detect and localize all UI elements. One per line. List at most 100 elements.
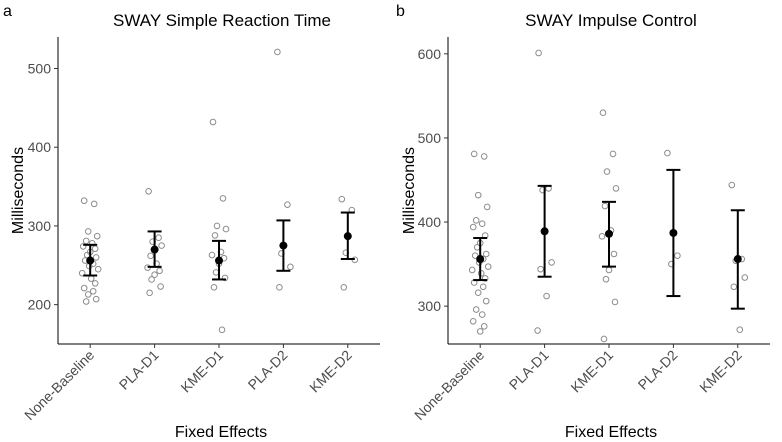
x-tick-label: PLA-D2 bbox=[245, 347, 291, 393]
mean-point bbox=[215, 256, 223, 265]
observation-point bbox=[211, 232, 219, 239]
observation-point bbox=[534, 327, 541, 334]
observation-point bbox=[482, 297, 490, 305]
panel-a: a SWAY Simple Reaction Time 200 300 400 500 No… bbox=[3, 3, 380, 441]
y-tick-label: 400 bbox=[28, 139, 52, 155]
mean-point bbox=[150, 245, 159, 254]
observation-point bbox=[543, 292, 550, 300]
observation-point bbox=[213, 222, 221, 230]
observation-point bbox=[93, 232, 101, 240]
panel-label: b bbox=[396, 3, 405, 20]
observation-point bbox=[600, 335, 608, 343]
observation-point bbox=[155, 234, 162, 242]
observation-point bbox=[469, 223, 477, 231]
mean-point bbox=[343, 232, 352, 241]
observation-point bbox=[599, 109, 607, 116]
observation-point bbox=[473, 243, 481, 251]
observation-point bbox=[470, 150, 478, 158]
observation-point bbox=[469, 317, 477, 325]
observation-point bbox=[476, 328, 484, 335]
observation-point bbox=[598, 233, 606, 240]
mean-point bbox=[279, 241, 288, 250]
observation-point bbox=[611, 298, 619, 306]
observation-point bbox=[535, 49, 542, 57]
observation-point bbox=[218, 326, 226, 334]
observation-point bbox=[340, 284, 348, 291]
observation-point bbox=[91, 245, 99, 253]
y-tick-label: 300 bbox=[418, 298, 442, 314]
observation-point bbox=[156, 267, 163, 275]
observation-point bbox=[79, 243, 87, 250]
observation-point bbox=[92, 254, 100, 261]
observation-point bbox=[609, 150, 617, 158]
observation-point bbox=[87, 275, 95, 282]
observation-point bbox=[91, 280, 99, 287]
observation-point bbox=[474, 289, 482, 296]
observation-point bbox=[90, 200, 98, 208]
observation-point bbox=[276, 284, 283, 291]
x-tick-label: None-Baseline bbox=[411, 347, 487, 423]
observation-point bbox=[208, 251, 216, 259]
observation-point bbox=[222, 225, 230, 233]
observation-point bbox=[480, 323, 488, 330]
y-tick-label: 400 bbox=[418, 214, 442, 230]
observation-point bbox=[158, 242, 165, 249]
mean-point bbox=[669, 228, 678, 237]
observation-point bbox=[78, 269, 86, 277]
x-tick-label: None-Baseline bbox=[21, 347, 97, 423]
observation-point bbox=[478, 311, 486, 318]
observation-point bbox=[92, 295, 100, 303]
observation-point bbox=[478, 220, 486, 228]
observation-point bbox=[483, 203, 491, 211]
observation-point bbox=[221, 274, 229, 282]
x-tick-label: KME-D1 bbox=[567, 347, 616, 396]
observation-point bbox=[89, 287, 97, 295]
observation-point bbox=[84, 228, 92, 235]
y-axis-title: Milliseconds bbox=[10, 147, 27, 234]
chart-title: SWAY Simple Reaction Time bbox=[113, 11, 331, 30]
observation-point bbox=[537, 265, 544, 273]
observation-point bbox=[219, 195, 227, 202]
x-axis-title: Fixed Effects bbox=[175, 424, 267, 441]
chart-title: SWAY Impulse Control bbox=[525, 11, 697, 30]
observation-point bbox=[148, 276, 155, 283]
observation-point bbox=[674, 252, 681, 259]
observation-point bbox=[212, 269, 220, 276]
observation-point bbox=[741, 274, 749, 281]
y-axis-title: Milliseconds bbox=[401, 147, 418, 234]
observation-point bbox=[84, 291, 92, 298]
observation-point bbox=[728, 181, 736, 189]
x-axis-title: Fixed Effects bbox=[565, 424, 657, 441]
observation-point bbox=[274, 48, 281, 56]
observation-point bbox=[209, 118, 217, 126]
observation-point bbox=[210, 284, 218, 291]
y-tick-label: 200 bbox=[28, 297, 52, 313]
mean-point bbox=[476, 255, 485, 264]
observation-point bbox=[88, 239, 96, 247]
mean-point bbox=[605, 229, 613, 238]
observation-point bbox=[481, 275, 489, 282]
observation-point bbox=[287, 263, 294, 271]
observation-point bbox=[472, 306, 480, 313]
observation-point bbox=[612, 185, 620, 192]
observation-point bbox=[157, 283, 164, 290]
observation-point bbox=[151, 271, 158, 279]
observation-point bbox=[82, 237, 90, 245]
observation-point bbox=[603, 168, 611, 175]
observation-point bbox=[468, 266, 476, 274]
observation-point bbox=[80, 284, 88, 292]
observation-point bbox=[601, 202, 609, 210]
observation-point bbox=[146, 289, 153, 297]
observation-point bbox=[472, 217, 480, 224]
observation-point bbox=[610, 250, 618, 258]
y-tick-label: 300 bbox=[28, 218, 52, 234]
observation-point bbox=[605, 266, 613, 274]
x-tick-label: PLA-D1 bbox=[506, 347, 552, 393]
observation-point bbox=[147, 252, 154, 260]
x-tick-label: PLA-D2 bbox=[635, 347, 681, 393]
observation-point bbox=[548, 259, 555, 266]
observation-point bbox=[82, 298, 90, 305]
mean-point bbox=[86, 256, 95, 265]
observation-point bbox=[479, 283, 487, 291]
